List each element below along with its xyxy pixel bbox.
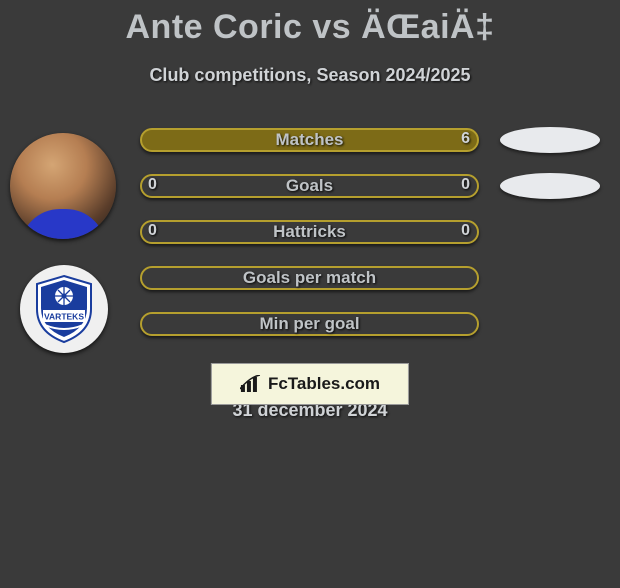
stat-oval-indicator — [500, 127, 600, 153]
stat-label: Hattricks — [142, 222, 477, 242]
stat-label: Goals — [142, 176, 477, 196]
stat-row: Goals0 0 — [0, 174, 620, 204]
stat-row: Matches6 — [0, 128, 620, 158]
stat-bar: Goals — [140, 174, 479, 198]
logo-text: FcTables.com — [268, 374, 380, 394]
stat-bar: Hattricks — [140, 220, 479, 244]
stat-label: Matches — [142, 130, 477, 150]
stat-label: Min per goal — [142, 314, 477, 334]
stat-oval-indicator — [500, 173, 600, 199]
stat-row: Goals per match — [0, 266, 620, 296]
stat-bar: Goals per match — [140, 266, 479, 290]
bar-chart-icon — [240, 375, 262, 393]
fctables-logo[interactable]: FcTables.com — [211, 363, 409, 405]
stat-value-right: 6 — [461, 130, 470, 148]
subtitle: Club competitions, Season 2024/2025 — [0, 65, 620, 86]
stat-bar: Min per goal — [140, 312, 479, 336]
stat-value-left: 0 — [148, 176, 157, 194]
stat-row: Min per goal — [0, 312, 620, 342]
stat-label: Goals per match — [142, 268, 477, 288]
page-title: Ante Coric vs ÄŒaiÄ‡ — [0, 8, 620, 47]
stats-container: Matches6Goals00Hattricks00Goals per matc… — [0, 128, 620, 342]
stat-value-right: 0 — [461, 222, 470, 240]
stat-value-right: 0 — [461, 176, 470, 194]
stat-bar: Matches — [140, 128, 479, 152]
stat-value-left: 0 — [148, 222, 157, 240]
stat-row: Hattricks0 0 — [0, 220, 620, 250]
